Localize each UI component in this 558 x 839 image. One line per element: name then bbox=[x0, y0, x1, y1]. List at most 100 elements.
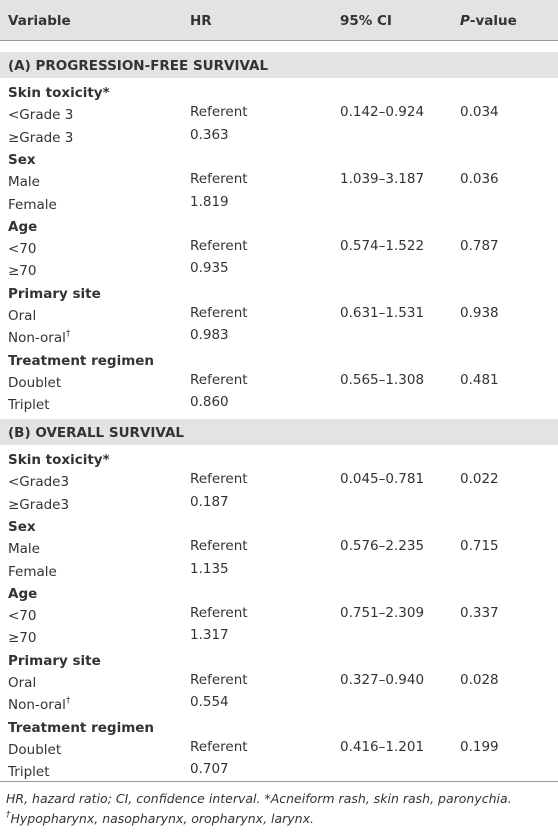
group-name: Sex bbox=[8, 518, 36, 535]
group-name: Age bbox=[8, 585, 38, 602]
group-name: Sex bbox=[8, 151, 36, 168]
label-text: ≥Grade3 bbox=[8, 496, 70, 513]
hr-cell: Referent bbox=[190, 471, 248, 488]
header-cell: Variable bbox=[8, 13, 71, 29]
ci-cell: 0.327–0.940 bbox=[340, 672, 425, 688]
row-label: <Grade3 bbox=[8, 472, 69, 492]
hr-cell: Referent bbox=[190, 672, 248, 688]
row-label: Male bbox=[8, 539, 40, 559]
hr-cell: Referent bbox=[190, 171, 248, 188]
label-sup: † bbox=[65, 329, 71, 340]
hr-cell: Referent bbox=[190, 605, 248, 622]
section-band bbox=[0, 52, 558, 78]
ci-cell: 1.039–3.187 bbox=[340, 171, 425, 188]
label-text: ≥70 bbox=[8, 630, 37, 647]
row-label: Doublet bbox=[8, 373, 61, 393]
hr-cell: Referent bbox=[190, 305, 248, 321]
label-text: Non-oral bbox=[8, 330, 66, 347]
header-italic: P bbox=[460, 13, 470, 29]
header-text: -value bbox=[469, 13, 517, 29]
ci-cell: 0.416–1.201 bbox=[340, 738, 425, 755]
header-band bbox=[0, 0, 558, 40]
label-text: <Grade3 bbox=[8, 474, 70, 491]
footnote-text: Hypopharynx, nasopharynx, oropharynx, la… bbox=[10, 811, 314, 826]
label-text: <70 bbox=[8, 241, 37, 258]
row-label: Non-oral† bbox=[8, 328, 70, 348]
section-band bbox=[0, 419, 558, 445]
group-name: Primary site bbox=[8, 652, 101, 669]
label-text: Triplet bbox=[8, 397, 50, 414]
label-text: Doublet bbox=[8, 741, 62, 758]
row-label: ≥70 bbox=[8, 261, 37, 281]
group-name: Treatment regimen bbox=[8, 719, 155, 736]
header-cell: 95% CI bbox=[340, 13, 392, 29]
header-cell: P-value bbox=[460, 11, 517, 31]
ci-cell: 0.574–1.522 bbox=[340, 238, 425, 255]
ci-cell: 0.631–1.531 bbox=[340, 305, 425, 321]
hr-cell: 1.819 bbox=[190, 193, 229, 210]
ci-cell: 0.142–0.924 bbox=[340, 104, 425, 121]
group-name: Skin toxicity* bbox=[8, 85, 110, 101]
label-text: <Grade 3 bbox=[8, 107, 74, 124]
label-text: Male bbox=[8, 174, 40, 191]
label-text: Male bbox=[8, 541, 40, 558]
header-cell: HR bbox=[190, 13, 212, 29]
group-name: Primary site bbox=[8, 285, 101, 302]
group-name: Treatment regimen bbox=[8, 352, 155, 369]
hr-cell: 0.983 bbox=[190, 327, 229, 344]
hr-cell: Referent bbox=[190, 238, 248, 255]
hr-cell: Referent bbox=[190, 538, 248, 555]
bottom-rule bbox=[0, 781, 558, 782]
row-label: Female bbox=[8, 562, 57, 582]
ci-cell: 0.565–1.308 bbox=[340, 371, 425, 388]
ci-cell: 0.576–2.235 bbox=[340, 538, 425, 555]
ci-cell: 0.045–0.781 bbox=[340, 471, 425, 488]
p-cell: 0.199 bbox=[460, 738, 499, 755]
hr-cell: 0.554 bbox=[190, 694, 229, 711]
label-text: Non-oral bbox=[8, 697, 66, 714]
section-title: (B) OVERALL SURVIVAL bbox=[8, 425, 184, 441]
label-text: Doublet bbox=[8, 374, 62, 391]
label-text: ≥Grade 3 bbox=[8, 129, 74, 146]
group-name: Skin toxicity* bbox=[8, 452, 110, 468]
p-cell: 0.036 bbox=[460, 171, 499, 188]
label-text: ≥70 bbox=[8, 263, 37, 280]
hr-cell: 0.187 bbox=[190, 493, 229, 510]
hr-cell: 0.935 bbox=[190, 260, 229, 277]
label-text: <70 bbox=[8, 608, 37, 625]
row-label: Doublet bbox=[8, 740, 61, 760]
row-label: Non-oral† bbox=[8, 695, 70, 715]
row-label: ≥Grade3 bbox=[8, 495, 69, 515]
row-label: Oral bbox=[8, 306, 36, 326]
hr-cell: Referent bbox=[190, 104, 248, 121]
row-label: Oral bbox=[8, 673, 36, 693]
row-label: ≥70 bbox=[8, 628, 37, 648]
row-label: Female bbox=[8, 195, 57, 215]
row-label: Male bbox=[8, 172, 40, 192]
p-cell: 0.034 bbox=[460, 104, 499, 121]
row-label: Triplet bbox=[8, 762, 49, 782]
footnote-sup: † bbox=[6, 810, 11, 820]
p-cell: 0.715 bbox=[460, 538, 499, 555]
row-label: ≥Grade 3 bbox=[8, 128, 73, 148]
row-label: <70 bbox=[8, 606, 37, 626]
label-text: Female bbox=[8, 196, 57, 213]
hr-cell: Referent bbox=[190, 371, 248, 388]
footnote: HR, hazard ratio; CI, confidence interva… bbox=[6, 789, 512, 809]
row-label: <70 bbox=[8, 239, 37, 259]
label-sup: † bbox=[65, 696, 71, 707]
hr-cell: 0.363 bbox=[190, 126, 229, 143]
row-label: <Grade 3 bbox=[8, 105, 73, 125]
p-cell: 0.938 bbox=[460, 305, 499, 321]
p-cell: 0.028 bbox=[460, 672, 499, 688]
p-cell: 0.787 bbox=[460, 238, 499, 255]
label-text: Triplet bbox=[8, 764, 50, 781]
ci-cell: 0.751–2.309 bbox=[340, 605, 425, 622]
hr-cell: Referent bbox=[190, 738, 248, 755]
p-cell: 0.481 bbox=[460, 371, 499, 388]
footnote-text: HR, hazard ratio; CI, confidence interva… bbox=[6, 791, 512, 806]
hr-cell: 1.135 bbox=[190, 560, 229, 577]
hr-cell: 1.317 bbox=[190, 627, 229, 644]
header-rule bbox=[0, 40, 558, 41]
